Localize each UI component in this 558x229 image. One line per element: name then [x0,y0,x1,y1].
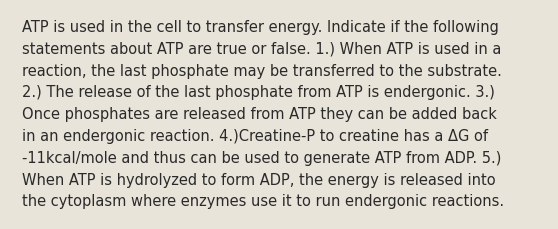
Text: in an endergonic reaction. 4.)Creatine-P to creatine has a ΔG of: in an endergonic reaction. 4.)Creatine-P… [22,128,488,143]
Text: -11kcal/mole and thus can be used to generate ATP from ADP. 5.): -11kcal/mole and thus can be used to gen… [22,150,502,165]
Text: the cytoplasm where enzymes use it to run endergonic reactions.: the cytoplasm where enzymes use it to ru… [22,194,504,208]
Text: reaction, the last phosphate may be transferred to the substrate.: reaction, the last phosphate may be tran… [22,63,502,78]
Text: statements about ATP are true or false. 1.) When ATP is used in a: statements about ATP are true or false. … [22,42,502,57]
Text: ATP is used in the cell to transfer energy. Indicate if the following: ATP is used in the cell to transfer ener… [22,20,499,35]
Text: When ATP is hydrolyzed to form ADP, the energy is released into: When ATP is hydrolyzed to form ADP, the … [22,172,496,187]
Text: 2.) The release of the last phosphate from ATP is endergonic. 3.): 2.) The release of the last phosphate fr… [22,85,495,100]
Text: Once phosphates are released from ATP they can be added back: Once phosphates are released from ATP th… [22,107,497,122]
